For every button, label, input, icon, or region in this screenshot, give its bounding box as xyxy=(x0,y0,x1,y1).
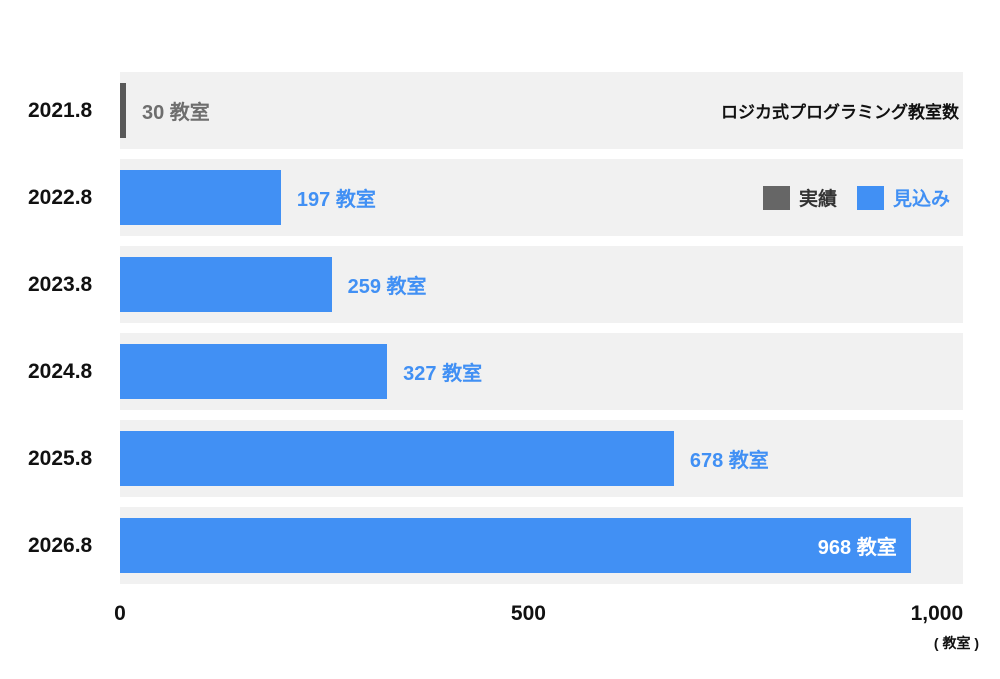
x-axis-unit: ( 教室 ) xyxy=(933,635,979,651)
x-axis: ( 教室 ) 0 500 1,000 xyxy=(114,602,979,662)
chart-row: 2024.8 327 教室 xyxy=(0,333,963,410)
category-label: 2021.8 xyxy=(0,72,112,149)
chart-row: 2026.8 968 教室 xyxy=(0,507,963,584)
x-tick: 0 xyxy=(114,602,126,625)
chart-row: 2022.8 197 教室 xyxy=(0,159,963,236)
category-label: 2025.8 xyxy=(0,420,112,497)
legend: 実績 見込み xyxy=(762,159,950,236)
legend-label-actual: 実績 xyxy=(798,189,837,210)
value-label: 678 教室 xyxy=(689,450,769,472)
chart-title: ロジカ式プログラミング教室数 xyxy=(721,103,959,122)
bar-forecast xyxy=(120,257,332,312)
bar-forecast xyxy=(120,431,674,486)
value-label: 197 教室 xyxy=(296,189,376,211)
category-label: 2022.8 xyxy=(0,159,112,236)
category-label: 2023.8 xyxy=(0,246,112,323)
bar-forecast: 968 教室 xyxy=(120,518,911,573)
chart-row: 2023.8 259 教室 xyxy=(0,246,963,323)
value-label: 968 教室 xyxy=(817,537,897,559)
legend-swatch-actual xyxy=(762,185,790,210)
legend-swatch-forecast xyxy=(856,185,884,210)
chart-row: 2025.8 678 教室 xyxy=(0,420,963,497)
category-label: 2026.8 xyxy=(0,507,112,584)
bar-forecast xyxy=(120,344,388,399)
value-label: 259 教室 xyxy=(347,276,427,298)
bar-actual xyxy=(120,83,126,138)
x-tick: 1,000 xyxy=(910,602,964,625)
value-label: 30 教室 xyxy=(142,102,210,124)
category-label: 2024.8 xyxy=(0,333,112,410)
bar-forecast xyxy=(120,170,281,225)
chart-row: 2021.8 30 教室 xyxy=(0,72,963,149)
chart-rows: 2021.8 30 教室 2022.8 197 教室 2023.8 259 教室 2024.… xyxy=(0,72,963,594)
legend-label-forecast: 見込み xyxy=(892,189,950,210)
value-label: 327 教室 xyxy=(403,363,483,385)
x-tick: 500 xyxy=(510,602,546,625)
